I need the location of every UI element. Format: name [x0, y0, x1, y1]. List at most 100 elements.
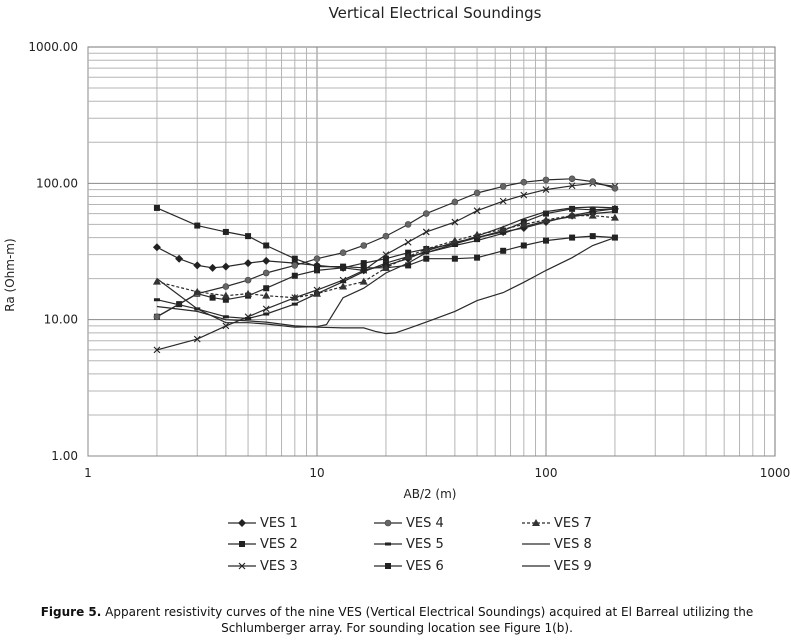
series-ves-7-line	[156, 215, 615, 299]
series-ves-5-point	[340, 280, 347, 284]
series-ves-6-point	[153, 204, 160, 211]
series-ves-5-point	[222, 315, 229, 319]
series-ves-6-point	[291, 255, 298, 262]
series-ves-2-point	[222, 296, 229, 303]
series-ves-4-point	[499, 183, 507, 190]
series-ves-3-point	[473, 207, 481, 215]
legend-item-ves-1-label: VES 1	[260, 516, 298, 531]
series-ves-1-point	[175, 254, 184, 263]
series-ves-8	[156, 206, 615, 328]
series-ves-4-point	[611, 184, 619, 192]
series-ves-6-point	[520, 242, 527, 249]
series-ves-6-point	[611, 234, 618, 241]
legend-item-ves-5-marker	[385, 542, 391, 546]
series-ves-3-point	[222, 322, 230, 330]
series-ves-7-point	[359, 277, 368, 285]
series-ves-9	[156, 237, 616, 335]
series-ves-7-point	[152, 277, 161, 285]
series-ves-7-point	[519, 220, 528, 228]
series-ves-4-point	[262, 269, 270, 277]
legend-item-ves-3: VES 3	[228, 559, 298, 574]
series-ves-5-point	[291, 302, 298, 306]
legend-item-ves-3-label: VES 3	[260, 559, 298, 574]
series-ves-3-point	[542, 186, 550, 193]
series-ves-2-point	[589, 206, 596, 213]
series-ves-7-point	[262, 291, 271, 299]
series-ves-5-point	[245, 316, 252, 320]
series-ves-6-point	[569, 234, 576, 241]
series-ves-6-point	[500, 247, 507, 254]
series-ves-5-point	[382, 261, 389, 265]
series-ves-5-point	[451, 243, 458, 247]
legend: VES 1 VES 2 VES 3 VES 4 VES 5 VES 6 VES 7 VES 8…	[228, 516, 592, 574]
series-ves-4-point	[244, 276, 252, 284]
series-ves-6-point	[222, 228, 229, 235]
series-ves-2-line	[156, 208, 615, 318]
series-ves-4-point	[404, 221, 412, 228]
series-ves-1-point	[221, 262, 230, 271]
series-ves-7-point	[450, 236, 459, 244]
series-ves-6-point	[314, 263, 320, 270]
legend-item-ves-4: VES 4	[374, 516, 444, 531]
legend-item-ves-7-label: VES 7	[554, 516, 592, 531]
series-ves-6-point	[474, 254, 481, 261]
series-ves-4-point	[451, 198, 459, 206]
series-ves-4-point	[313, 255, 321, 263]
series-ves-7-point	[221, 291, 230, 299]
series-ves-4-point	[360, 242, 368, 249]
series-ves-3-point	[451, 218, 459, 226]
series-ves-8-line	[156, 206, 615, 328]
series-ves-4-point	[153, 313, 161, 321]
series-ves-3-point	[422, 228, 430, 236]
series-ves-3-point	[193, 335, 201, 343]
series-ves-2-point	[314, 267, 320, 274]
series-ves-1-point	[152, 243, 161, 252]
y-axis-ticks: 1.00 10.00 100.00 1000.00	[28, 40, 78, 463]
series-ves-3-point	[262, 305, 270, 313]
series-ves-3-point	[153, 346, 161, 354]
series-ves-4-point	[222, 283, 230, 290]
series-layer	[152, 175, 619, 354]
legend-item-ves-1-marker	[238, 519, 246, 527]
legend-item-ves-5: VES 5	[374, 537, 444, 552]
series-ves-5-point	[611, 210, 618, 214]
series-ves-4-point	[422, 210, 430, 217]
caption-label: Figure 5.	[40, 605, 102, 619]
series-ves-6-point	[405, 262, 412, 269]
legend-item-ves-4-marker	[384, 519, 392, 527]
chart: Vertical Electrical Soundings 1.0010.001…	[3, 4, 790, 574]
series-ves-6-point	[360, 264, 367, 271]
series-ves-2-point	[569, 205, 576, 212]
series-ves-2-point	[291, 272, 298, 279]
x-tick-label: 1	[84, 466, 92, 480]
series-ves-2-point	[543, 210, 549, 217]
series-ves-5-point	[500, 231, 507, 235]
x-axis-ticks: 1 10 100 1000	[84, 466, 790, 480]
legend-item-ves-8: VES 8	[522, 537, 592, 552]
y-axis-label: Ra (Ohm-m)	[3, 238, 17, 311]
series-ves-4-point	[382, 232, 390, 240]
series-ves-6-point	[340, 263, 347, 270]
series-ves-4-point	[542, 176, 550, 184]
series-ves-6-point	[589, 233, 596, 240]
series-ves-7-point	[244, 289, 253, 297]
y-tick-label: 10.00	[44, 313, 78, 327]
series-ves-7-point	[381, 263, 390, 271]
legend-item-ves-2-marker	[239, 541, 245, 547]
series-ves-3-point	[520, 191, 528, 199]
series-ves-5-point	[474, 239, 481, 243]
series-ves-7-point	[542, 215, 550, 223]
series-ves-6-point	[451, 255, 458, 262]
legend-item-ves-5-label: VES 5	[406, 537, 444, 552]
legend-item-ves-6-label: VES 6	[406, 559, 444, 574]
legend-item-ves-6: VES 6	[374, 559, 444, 574]
series-ves-1-point	[262, 256, 271, 265]
legend-item-ves-7-marker	[532, 519, 540, 526]
series-ves-7-point	[422, 244, 431, 252]
series-ves-5-point	[263, 312, 270, 316]
series-ves-2-point	[360, 260, 367, 267]
series-ves-1-point	[193, 261, 202, 270]
y-tick-label: 100.00	[36, 176, 78, 190]
series-ves-6-line	[156, 207, 615, 269]
series-ves-2-point	[209, 294, 216, 301]
